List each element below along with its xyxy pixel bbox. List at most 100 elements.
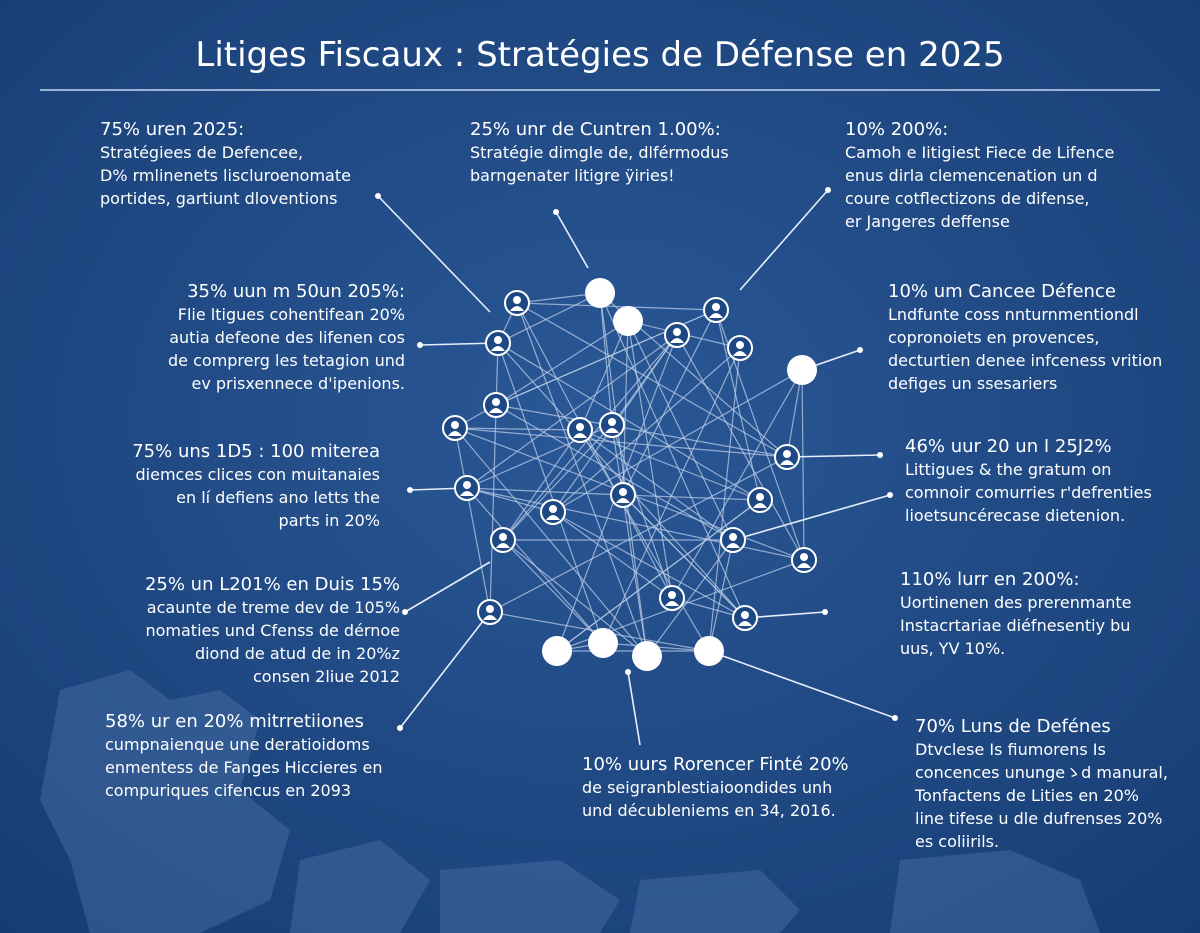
callout-line: es coliirils.	[915, 832, 999, 851]
network-edge	[454, 427, 581, 431]
person-icon	[720, 527, 746, 553]
icon-body	[510, 306, 524, 311]
callout: 46% uur 20 un I 25J2% Littigues & the gra…	[905, 436, 1152, 525]
callout-heading: 25% un L201% en Duis 15%	[145, 574, 400, 595]
callout-line: Stratégie dimgle de, dlférmodus	[470, 143, 729, 162]
network-node	[613, 306, 643, 336]
network-edge	[676, 334, 805, 561]
network-edge	[497, 292, 601, 344]
icon-head	[736, 341, 744, 349]
callout-line: uus, YV 10%.	[900, 639, 1005, 658]
person-icon	[664, 322, 690, 348]
network-node	[542, 636, 572, 666]
network-edge	[556, 499, 761, 652]
callout-line: nomaties und Cfenss de dérnoe	[145, 621, 400, 640]
callout-heading: 75% uren 2025:	[100, 119, 244, 140]
connector-dot	[877, 452, 883, 458]
callout-line: lioetsuncérecase dietenion.	[905, 506, 1125, 525]
callout-line: copronoiets en provences,	[888, 328, 1099, 347]
icon-body	[491, 346, 505, 351]
icon-body	[489, 408, 503, 413]
icon-body	[738, 621, 752, 626]
callout-line: enmentess de Fanges Hiccieres en	[105, 758, 382, 777]
icon-body	[665, 601, 679, 606]
callout: 25% unr de Cuntren 1.00%: Stratégie dimgl…	[470, 119, 729, 185]
network-edge	[516, 302, 788, 458]
network-edge	[579, 320, 629, 431]
icon-head	[783, 450, 791, 458]
callout-line: enus dirla clemencenation un d	[845, 166, 1098, 185]
network-node	[588, 628, 618, 658]
network-edge	[599, 292, 613, 426]
icon-body	[670, 338, 684, 343]
icon-head	[492, 398, 500, 406]
network-node	[694, 636, 724, 666]
network-edge	[715, 309, 761, 501]
callout-line: er Jangeres deffense	[845, 212, 1010, 231]
network-edge	[516, 302, 648, 657]
icon-body	[709, 313, 723, 318]
callout-line: Littigues & the gratum on	[905, 460, 1111, 479]
network-edge	[495, 320, 629, 406]
callout-heading: 58% ur en 20% mitrretiiones	[105, 711, 364, 732]
callout-line: diond de atud de in 20%z	[195, 644, 400, 663]
icon-head	[608, 418, 616, 426]
callout-heading: 35% uun m 50un 205%:	[187, 281, 405, 302]
network-edge	[497, 342, 761, 501]
network-edge	[599, 292, 746, 619]
connector-dot	[402, 609, 408, 615]
network-edge	[489, 342, 499, 613]
network-edge	[495, 404, 734, 541]
title: Litiges Fiscaux : Stratégies de Défense …	[195, 35, 1004, 75]
callout: 58% ur en 20% mitrretiiones cumpnaienque …	[105, 711, 382, 800]
network-edge	[497, 342, 604, 644]
callout-line: acaunte de treme dev de 105%	[147, 598, 400, 617]
person-icon	[485, 330, 511, 356]
network-edge	[502, 424, 613, 541]
callout: 25% un L201% en Duis 15% acaunte de treme…	[145, 574, 400, 686]
callout: 70% Luns de Defénes Dtvclese Is fiumorens…	[914, 716, 1168, 851]
icon-body	[605, 428, 619, 433]
network-edge	[671, 369, 803, 599]
network-edge	[552, 511, 673, 599]
person-icon	[703, 297, 729, 323]
person-icon	[504, 290, 530, 316]
network-edge	[495, 404, 788, 458]
icon-head	[756, 493, 764, 501]
callout-heading: 25% unr de Cuntren 1.00%:	[470, 119, 721, 140]
network-edge	[552, 511, 746, 619]
callout-heading: 10% 200%:	[845, 119, 948, 140]
callout-heading: 10% um Cancee Défence	[888, 281, 1116, 302]
callout-heading: 70% Luns de Defénes	[915, 716, 1111, 737]
network-edge	[611, 424, 673, 599]
person-icon	[610, 482, 636, 508]
callout-line: Uortinenen des prerenmante	[900, 593, 1132, 612]
network-edge	[708, 539, 734, 652]
network-edge	[627, 320, 734, 541]
connector-dot	[553, 209, 559, 215]
connector	[377, 195, 491, 313]
callout-line: portides, gartiunt dloventions	[100, 189, 337, 208]
callout-line: cumpnaienque une deratioidoms	[105, 735, 370, 754]
connector	[404, 561, 491, 613]
person-icon	[567, 417, 593, 443]
icon-body	[448, 431, 462, 436]
callout-line: und décubleniems en 34, 2016.	[582, 801, 836, 820]
callout-line: barngenater litigre ÿiries!	[470, 166, 675, 185]
connector-dot	[375, 193, 381, 199]
network-edge	[454, 427, 648, 657]
connector	[627, 671, 641, 746]
icon-head	[729, 533, 737, 541]
callout-line: diemces clices con muitanaies	[136, 465, 380, 484]
connector	[555, 211, 589, 269]
icon-body	[573, 433, 587, 438]
network-edge	[454, 427, 491, 613]
icon-head	[741, 611, 749, 619]
callout-line: line tifese u dle dufrenses 20%	[915, 809, 1162, 828]
callout: 75% uns 1D5 : 100 miterea diemces clices …	[132, 441, 380, 530]
network-edge	[516, 302, 717, 311]
network-edge	[502, 429, 581, 541]
icon-body	[726, 543, 740, 548]
connector-dot	[407, 487, 413, 493]
